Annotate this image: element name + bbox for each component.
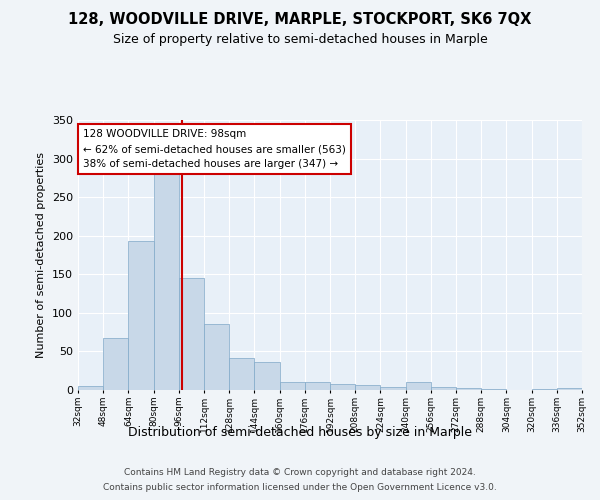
Text: Size of property relative to semi-detached houses in Marple: Size of property relative to semi-detach…	[113, 32, 487, 46]
Bar	[78, 386, 103, 390]
Text: Contains HM Land Registry data © Crown copyright and database right 2024.: Contains HM Land Registry data © Crown c…	[124, 468, 476, 477]
Bar	[431, 387, 456, 390]
Bar	[305, 382, 330, 390]
Bar	[330, 384, 355, 390]
Bar	[103, 338, 128, 390]
Bar	[355, 386, 380, 390]
Bar	[406, 382, 431, 390]
Bar	[179, 278, 204, 390]
Bar	[154, 170, 179, 390]
Y-axis label: Number of semi-detached properties: Number of semi-detached properties	[37, 152, 46, 358]
Bar	[557, 388, 582, 390]
Bar	[204, 324, 229, 390]
Bar	[229, 358, 254, 390]
Text: Contains public sector information licensed under the Open Government Licence v3: Contains public sector information licen…	[103, 483, 497, 492]
Bar	[532, 389, 557, 390]
Text: Distribution of semi-detached houses by size in Marple: Distribution of semi-detached houses by …	[128, 426, 472, 439]
Text: 128, WOODVILLE DRIVE, MARPLE, STOCKPORT, SK6 7QX: 128, WOODVILLE DRIVE, MARPLE, STOCKPORT,…	[68, 12, 532, 28]
Bar	[128, 241, 154, 390]
Bar	[481, 389, 506, 390]
Text: 128 WOODVILLE DRIVE: 98sqm
← 62% of semi-detached houses are smaller (563)
38% o: 128 WOODVILLE DRIVE: 98sqm ← 62% of semi…	[83, 130, 346, 169]
Bar	[456, 388, 481, 390]
Bar	[380, 387, 406, 390]
Bar	[280, 382, 305, 390]
Bar	[254, 362, 280, 390]
